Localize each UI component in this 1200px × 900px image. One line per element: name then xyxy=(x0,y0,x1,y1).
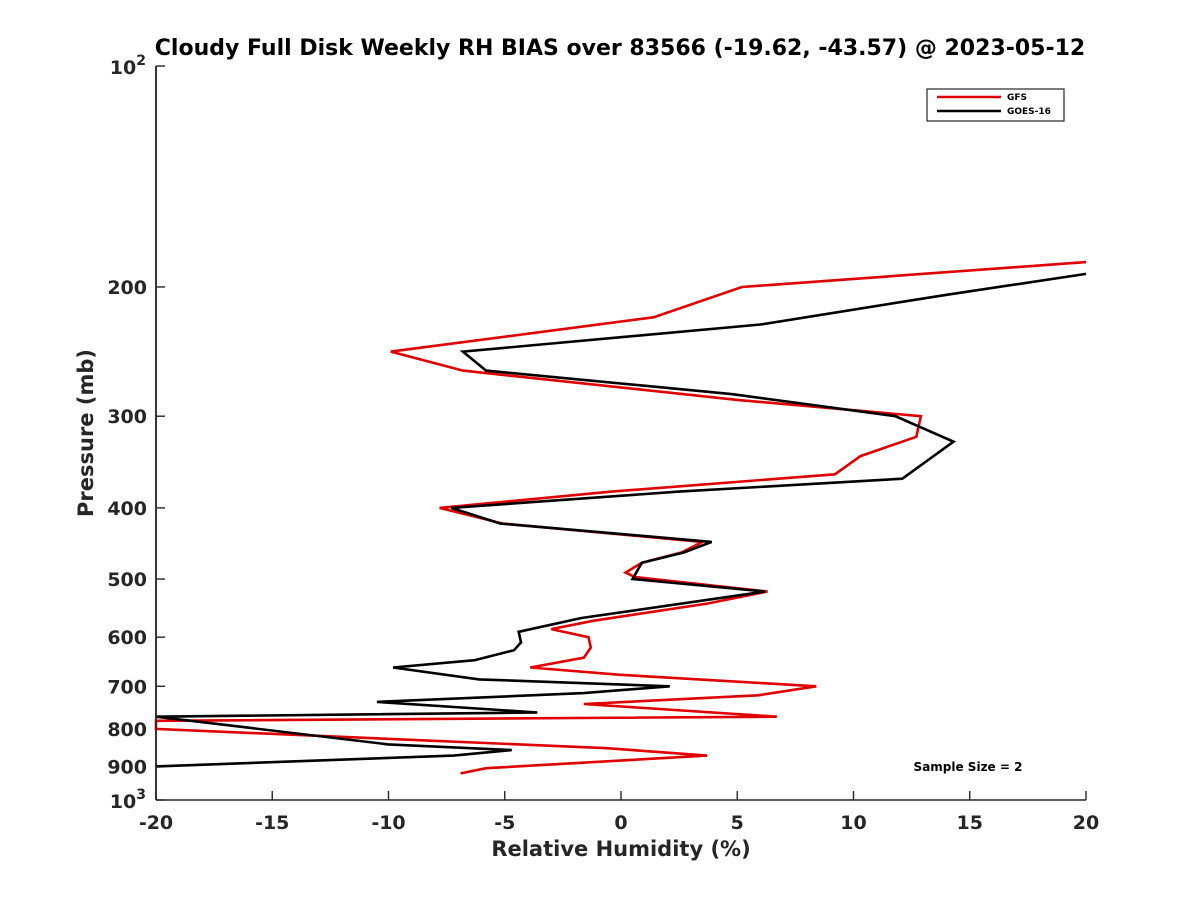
series-line-goes-16 xyxy=(155,272,1087,768)
series-line-gfs xyxy=(154,260,1087,775)
y-tick-label-top: 102 xyxy=(110,53,146,79)
y-tick-exponent: 2 xyxy=(136,53,146,69)
x-tick-label: 0 xyxy=(614,812,627,834)
x-tick-label: 15 xyxy=(957,812,983,834)
x-tick-label: 20 xyxy=(1073,812,1099,834)
y-tick-label: 700 xyxy=(107,676,147,698)
y-tick-label-bottom: 103 xyxy=(110,787,146,813)
x-tick-label: 5 xyxy=(731,812,744,834)
series-group xyxy=(154,66,1087,800)
x-tick-label: -20 xyxy=(139,812,173,834)
x-axis: -20 -15 -10 -5 0 5 10 15 20 xyxy=(139,791,1099,834)
sample-size-annotation: Sample Size = 2 xyxy=(914,760,1023,774)
y-tick-label: 600 xyxy=(107,627,147,649)
x-axis-label: Relative Humidity (%) xyxy=(491,837,750,861)
y-tick-label: 900 xyxy=(107,756,147,778)
y-axis-label: Pressure (mb) xyxy=(74,349,98,517)
chart-title: Cloudy Full Disk Weekly RH BIAS over 835… xyxy=(155,36,1085,61)
y-tick-exponent: 3 xyxy=(136,787,146,803)
y-tick-label: 500 xyxy=(107,569,147,591)
legend-label-gfs: GFS xyxy=(1007,93,1027,103)
y-tick-label: 200 xyxy=(107,277,147,299)
y-tick-base: 10 xyxy=(110,791,136,813)
x-tick-label: -5 xyxy=(494,812,515,834)
x-tick-label: 10 xyxy=(840,812,866,834)
legend-label-goes-16: GOES-16 xyxy=(1007,107,1051,117)
legend: GFS GOES-16 xyxy=(926,88,1065,122)
y-tick-base: 10 xyxy=(110,57,136,79)
legend-box xyxy=(926,88,1065,122)
y-tick-label: 300 xyxy=(107,406,147,428)
y-tick-label: 800 xyxy=(107,719,147,741)
y-tick-label: 400 xyxy=(107,498,147,520)
x-tick-label: -10 xyxy=(371,812,405,834)
x-tick-label: -15 xyxy=(255,812,289,834)
